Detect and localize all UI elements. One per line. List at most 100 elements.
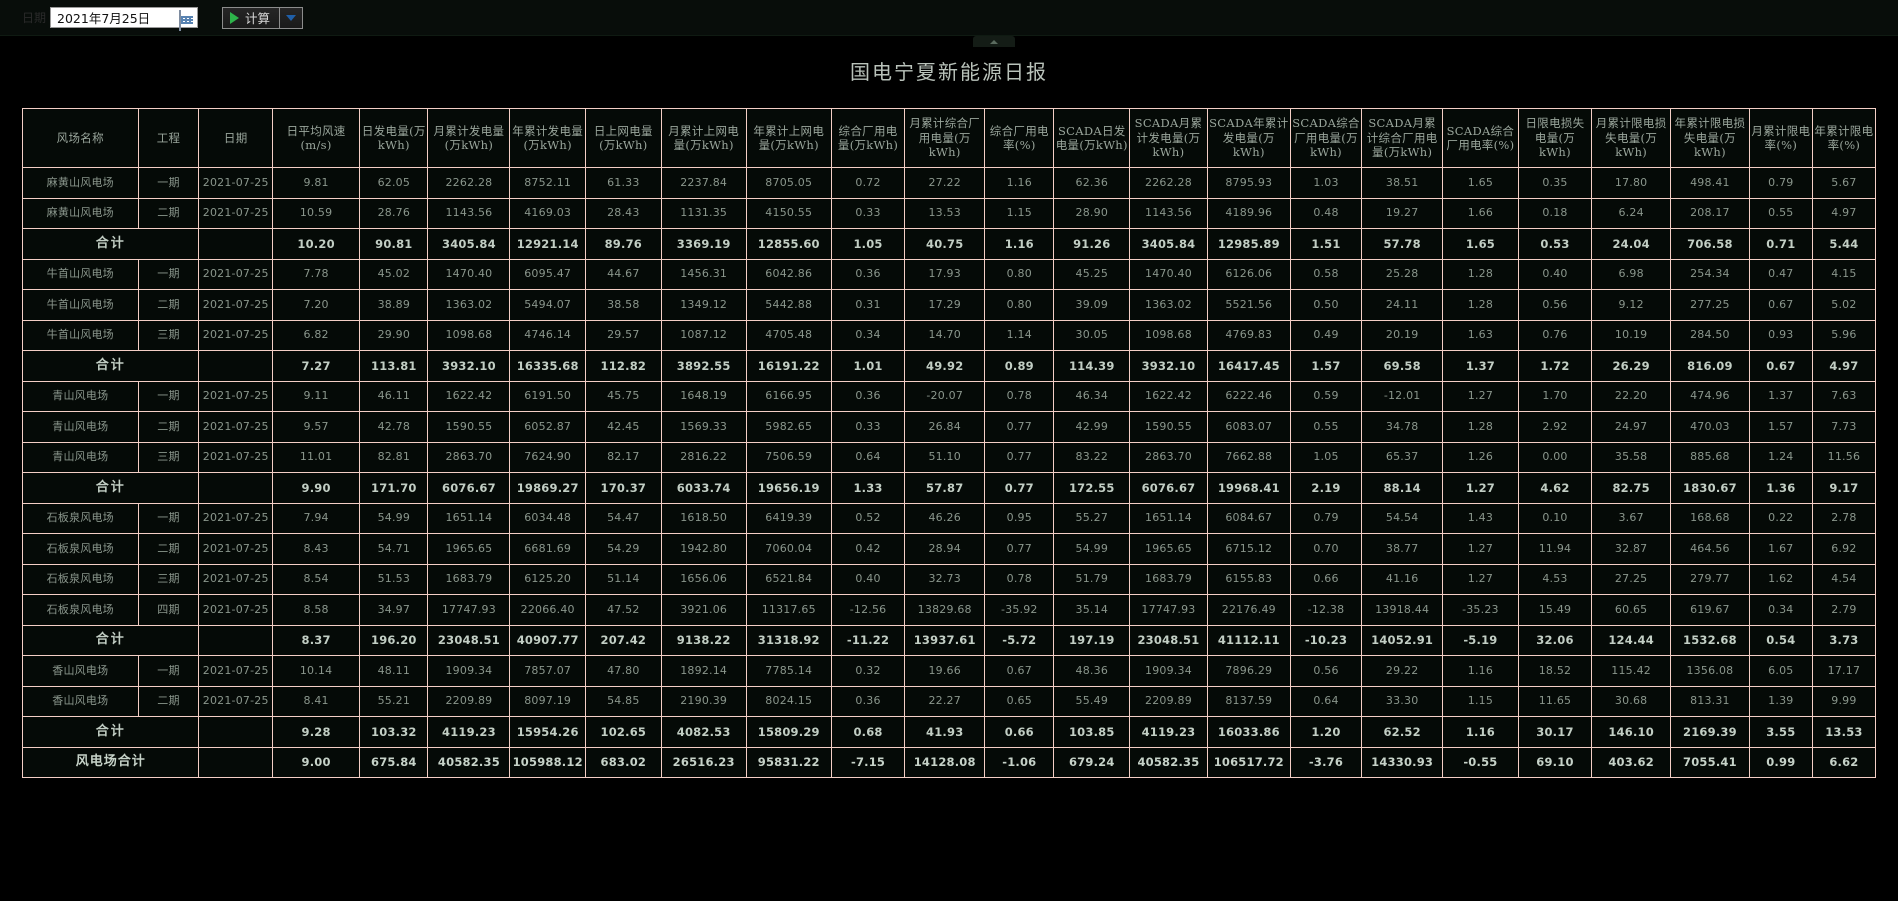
table-cell: 48.11 — [359, 655, 429, 687]
column-header-15[interactable]: SCADA年累计发电量(万kWh) — [1206, 108, 1291, 168]
table-cell: 2262.28 — [1129, 167, 1208, 199]
column-header-12[interactable]: 综合厂用电率(%) — [984, 108, 1055, 168]
column-header-0[interactable]: 风场名称 — [22, 108, 139, 168]
table-row[interactable]: 香山风电场 一期 2021-07-25 10.14 48.11 1909.34 7857.0… — [22, 655, 1877, 687]
column-header-20[interactable]: 月累计限电损失电量(万kWh) — [1591, 108, 1672, 168]
table-cell: 2169.39 — [1670, 716, 1750, 748]
table-cell: 4189.96 — [1206, 197, 1291, 229]
table-cell: 24.97 — [1591, 411, 1672, 443]
column-header-13[interactable]: SCADA日发电量(万kWh) — [1053, 108, 1131, 168]
table-cell: 0.54 — [1748, 624, 1813, 656]
table-total-row[interactable]: 合计 7.27 113.81 3932.10 16335.68 112.82 3892.55… — [21, 350, 1877, 382]
column-header-10[interactable]: 综合厂用电量(万kWh) — [830, 108, 906, 168]
date-cell: 2021-07-25 — [198, 167, 273, 199]
project-phase-cell: 一期 — [137, 655, 200, 687]
table-cell: 2237.84 — [660, 167, 747, 199]
table-cell: 1.16 — [984, 228, 1055, 260]
table-cell: 3.55 — [1748, 716, 1813, 748]
table-cell — [198, 624, 273, 656]
calendar-icon[interactable] — [179, 10, 194, 31]
table-cell: 6125.20 — [509, 563, 586, 595]
table-cell: 45.75 — [585, 380, 662, 412]
table-cell: 6222.46 — [1206, 380, 1291, 412]
table-cell: -35.23 — [1442, 594, 1519, 626]
column-header-19[interactable]: 日限电损失电量(万kWh) — [1517, 108, 1593, 168]
column-header-8[interactable]: 月累计上网电量(万kWh) — [660, 108, 747, 168]
table-cell: 51.53 — [359, 563, 429, 595]
calculate-button[interactable]: 计算 — [223, 7, 280, 28]
column-header-9[interactable]: 年累计上网电量(万kWh) — [745, 108, 832, 168]
table-row[interactable]: 青山风电场 一期 2021-07-25 9.11 46.11 1622.42 6191.50… — [22, 380, 1877, 412]
table-cell: 8024.15 — [745, 685, 832, 717]
panel-collapse-handle[interactable] — [973, 36, 1015, 47]
date-input[interactable]: 2021年7月25日 — [50, 7, 199, 31]
table-row[interactable]: 香山风电场 二期 2021-07-25 8.41 55.21 2209.89 8097.19… — [22, 685, 1877, 717]
table-cell: 8705.05 — [745, 167, 832, 199]
table-row[interactable]: 石板泉风电场 四期 2021-07-25 8.58 34.97 17747.93 22066… — [22, 594, 1877, 626]
column-header-21[interactable]: 年累计限电损失电量(万kWh) — [1670, 108, 1750, 168]
table-total-row[interactable]: 合计 9.28 103.32 4119.23 15954.26 102.65 4082.53… — [21, 716, 1877, 748]
table-cell: 54.71 — [359, 533, 429, 565]
table-cell: 1942.80 — [660, 533, 747, 565]
table-cell — [198, 716, 273, 748]
table-cell: 19656.19 — [745, 472, 832, 504]
table-row[interactable]: 牛首山风电场 一期 2021-07-25 7.78 45.02 1470.40 6095.4… — [22, 258, 1877, 290]
column-header-18[interactable]: SCADA综合厂用电率(%) — [1442, 108, 1519, 168]
column-header-11[interactable]: 月累计综合厂用电量(万kWh) — [904, 108, 986, 168]
table-row[interactable]: 石板泉风电场 二期 2021-07-25 8.43 54.71 1965.65 6681.6… — [22, 533, 1877, 565]
table-cell: 0.78 — [984, 380, 1055, 412]
column-header-16[interactable]: SCADA综合厂用电量(万kWh) — [1289, 108, 1363, 168]
table-cell: 4.97 — [1811, 350, 1877, 382]
table-cell: 0.55 — [1748, 197, 1813, 229]
table-row[interactable]: 青山风电场 三期 2021-07-25 11.01 82.81 2863.70 7624.9… — [22, 441, 1877, 473]
table-cell: 4705.48 — [745, 319, 832, 351]
table-row[interactable]: 石板泉风电场 一期 2021-07-25 7.94 54.99 1651.14 6034.4… — [22, 502, 1877, 534]
table-cell: 14330.93 — [1361, 746, 1444, 778]
table-cell: 11.94 — [1517, 533, 1593, 565]
table-cell: 1.27 — [1442, 380, 1519, 412]
table-cell: 4119.23 — [1129, 716, 1208, 748]
table-cell: 11317.65 — [745, 594, 832, 626]
wind-farm-name-cell: 牛首山风电场 — [22, 289, 139, 321]
table-grand-total-row[interactable]: 风电场合计 9.00 675.84 40582.35 105988.12 683.02 26… — [21, 746, 1877, 778]
table-cell: 0.79 — [1748, 167, 1813, 199]
table-row[interactable]: 牛首山风电场 二期 2021-07-25 7.20 38.89 1363.02 5494.0… — [22, 289, 1877, 321]
table-row[interactable]: 麻黄山风电场 二期 2021-07-25 10.59 28.76 1143.56 4169.… — [22, 197, 1877, 229]
table-cell: 1590.55 — [1129, 411, 1208, 443]
table-cell: 1656.06 — [660, 563, 747, 595]
table-cell: 54.47 — [585, 502, 662, 534]
table-cell: 19869.27 — [509, 472, 586, 504]
table-cell: 83.22 — [1053, 441, 1131, 473]
column-header-2[interactable]: 日期 — [198, 108, 273, 168]
table-row[interactable]: 麻黄山风电场 一期 2021-07-25 9.81 62.05 2262.28 8752.1… — [22, 167, 1877, 199]
column-header-5[interactable]: 月累计发电量(万kWh) — [427, 108, 511, 168]
table-cell: 3369.19 — [660, 228, 747, 260]
table-row[interactable]: 青山风电场 二期 2021-07-25 9.57 42.78 1590.55 6052.87… — [22, 411, 1877, 443]
table-cell: 62.36 — [1053, 167, 1131, 199]
column-header-14[interactable]: SCADA月累计发电量(万kWh) — [1129, 108, 1208, 168]
table-total-row[interactable]: 合计 9.90 171.70 6076.67 19869.27 170.37 6033.74… — [21, 472, 1877, 504]
table-cell: 0.66 — [984, 716, 1055, 748]
column-header-7[interactable]: 日上网电量(万kWh) — [585, 108, 662, 168]
column-header-17[interactable]: SCADA月累计综合厂用电量(万kWh) — [1361, 108, 1444, 168]
column-header-1[interactable]: 工程 — [137, 108, 200, 168]
table-total-row[interactable]: 合计 8.37 196.20 23048.51 40907.77 207.42 9138.2… — [21, 624, 1877, 656]
table-cell: 46.34 — [1053, 380, 1131, 412]
table-total-row[interactable]: 合计 10.20 90.81 3405.84 12921.14 89.76 3369.19 1… — [21, 228, 1877, 260]
column-header-6[interactable]: 年累计发电量(万kWh) — [509, 108, 586, 168]
table-cell: 89.76 — [585, 228, 662, 260]
wind-farm-name-cell: 香山风电场 — [22, 685, 139, 717]
table-cell: 1.37 — [1748, 380, 1813, 412]
table-cell: 1532.68 — [1670, 624, 1750, 656]
table-cell: 54.99 — [359, 502, 429, 534]
column-header-4[interactable]: 日发电量(万kWh) — [359, 108, 429, 168]
table-cell: 54.29 — [585, 533, 662, 565]
table-row[interactable]: 石板泉风电场 三期 2021-07-25 8.54 51.53 1683.79 6125.2… — [22, 563, 1877, 595]
column-header-3[interactable]: 日平均风速(m/s) — [271, 108, 361, 168]
table-row[interactable]: 牛首山风电场 三期 2021-07-25 6.82 29.90 1098.68 4746.1… — [22, 319, 1877, 351]
column-header-22[interactable]: 月累计限电率(%) — [1748, 108, 1813, 168]
column-header-23[interactable]: 年累计限电率(%) — [1811, 108, 1877, 168]
table-cell: 1622.42 — [427, 380, 511, 412]
date-cell: 2021-07-25 — [198, 258, 273, 290]
calculate-dropdown-button[interactable] — [280, 7, 303, 28]
